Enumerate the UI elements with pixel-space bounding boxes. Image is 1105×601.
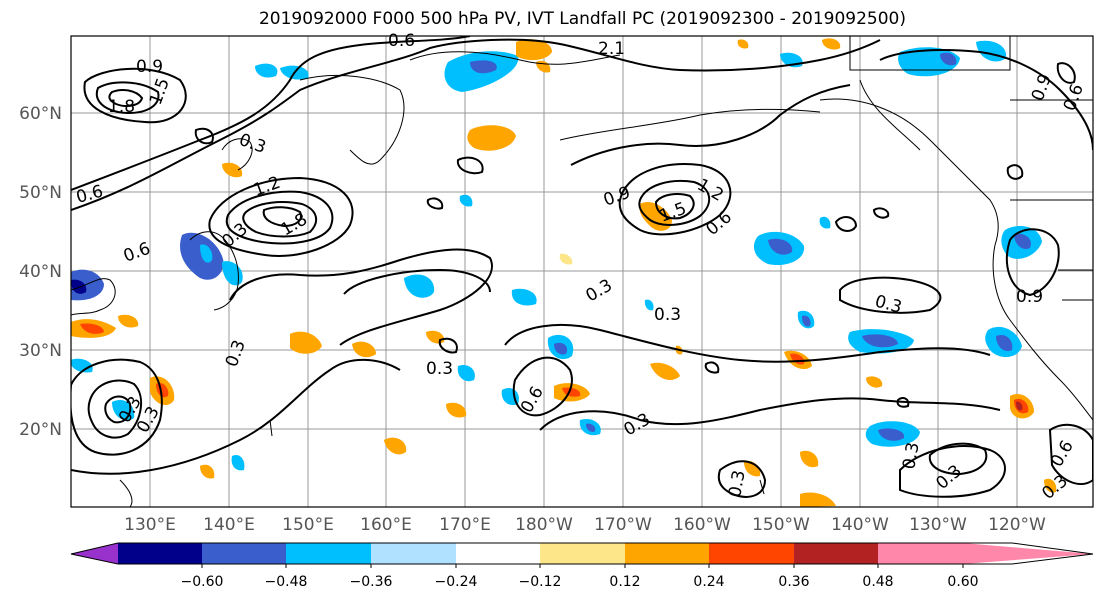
lat-label-50n: 50°N [19, 183, 62, 203]
lon-label: 160°E [360, 515, 412, 535]
contour-label: 1.8 [108, 97, 135, 117]
lon-label: 140°W [831, 515, 889, 535]
longitude-labels: 130°E 140°E 150°E 160°E 170°E 180°W 170°… [124, 515, 1046, 535]
lon-label: 180°W [515, 515, 573, 535]
map-plot-area [71, 36, 1093, 507]
colorbar-extension-low [71, 543, 118, 564]
colorbar-tick-label: −0.24 [435, 574, 478, 590]
colorbar-swatch [371, 543, 456, 564]
colorbar-swatch [709, 543, 794, 564]
lon-label: 140°E [203, 515, 255, 535]
lon-label: 150°E [282, 515, 334, 535]
contour-label: 0.3 [725, 469, 749, 499]
lon-label: 150°W [752, 515, 810, 535]
colorbar-swatch [118, 543, 202, 564]
lon-label: 130°E [124, 515, 176, 535]
colorbar-tick-label: −0.48 [265, 574, 308, 590]
contour-label: 0.6 [388, 31, 415, 51]
lon-label: 170°W [594, 515, 652, 535]
colorbar-swatch [625, 543, 709, 564]
colorbar-tick-label: −0.60 [181, 574, 224, 590]
colorbar-swatch [540, 543, 625, 564]
colorbar-tick-label: −0.12 [519, 574, 562, 590]
lat-label-20n: 20°N [19, 420, 62, 440]
colorbar-tick-label: 0.36 [778, 574, 809, 590]
colorbar-tick-label: 0.12 [609, 574, 640, 590]
colorbar-tick-label: 0.48 [862, 574, 893, 590]
colorbar-outline [70, 542, 1094, 565]
colorbar-tick-label: −0.36 [350, 574, 393, 590]
colorbar-tick-label: 0.60 [947, 574, 978, 590]
lon-label: 130°W [909, 515, 967, 535]
colorbar-swatch [286, 543, 371, 564]
contour-label: 2.1 [598, 39, 625, 59]
colorbar-tick-label: 0.24 [693, 574, 724, 590]
map-frame [70, 35, 1094, 508]
coastlines [71, 36, 1093, 507]
latitude-labels: 60°N 50°N 40°N 30°N 20°N [19, 104, 62, 440]
colorbar-swatch [202, 543, 286, 564]
contour-label: 0.9 [1016, 287, 1043, 307]
colorbar-swatch [878, 543, 963, 564]
colorbar-extension-high [963, 543, 1093, 564]
lat-label-60n: 60°N [19, 104, 62, 124]
colorbar: −0.60 −0.48 −0.36 −0.24 −0.12 0.12 0.24 … [70, 542, 1094, 590]
contour-label: 0.3 [899, 441, 923, 471]
lon-label: 120°W [988, 515, 1046, 535]
lat-label-40n: 40°N [19, 262, 62, 282]
contour-label: 0.3 [426, 359, 453, 379]
lon-label: 170°E [439, 515, 491, 535]
contour-label: 0.3 [654, 305, 681, 325]
map-title: 2019092000 F000 500 hPa PV, IVT Landfall… [258, 9, 906, 29]
colorbar-swatch [794, 543, 878, 564]
contour-label: 0.9 [136, 57, 163, 77]
lat-label-30n: 30°N [19, 341, 62, 361]
pv-contours [71, 36, 1093, 498]
colorbar-swatch [456, 543, 540, 564]
lon-label: 160°W [673, 515, 731, 535]
